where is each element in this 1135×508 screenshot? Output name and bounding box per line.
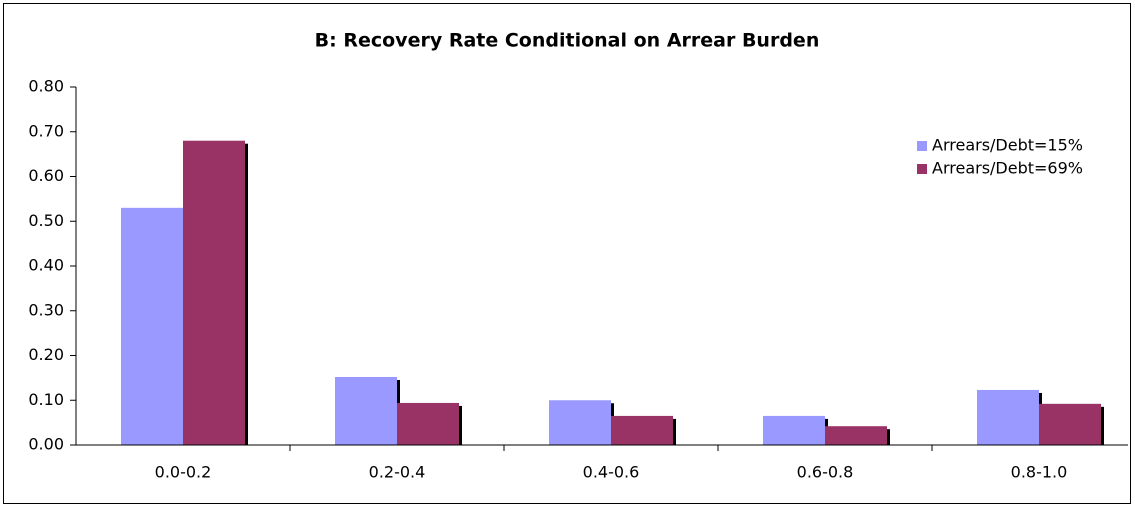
x-tick-label: 0.0-0.2 [155, 463, 212, 482]
x-tick-label: 0.4-0.6 [583, 463, 640, 482]
y-tick-label: 0.10 [28, 390, 64, 409]
bar [977, 389, 1039, 445]
bar [1039, 403, 1101, 445]
legend-label: Arrears/Debt=69% [932, 159, 1083, 178]
bar [763, 415, 825, 445]
bar [121, 207, 183, 445]
bar [335, 376, 397, 445]
legend-swatch [917, 164, 927, 174]
x-tick-label: 0.2-0.4 [369, 463, 426, 482]
y-tick-label: 0.70 [28, 121, 64, 140]
bar [397, 402, 459, 445]
bar [611, 415, 673, 445]
y-tick-label: 0.30 [28, 300, 64, 319]
bar [183, 140, 245, 445]
y-tick-label: 0.50 [28, 211, 64, 230]
chart-title: B: Recovery Rate Conditional on Arrear B… [315, 30, 820, 52]
y-tick-label: 0.00 [28, 435, 64, 454]
y-tick-label: 0.80 [28, 77, 64, 96]
x-tick-label: 0.8-1.0 [1011, 463, 1068, 482]
bar [549, 400, 611, 445]
legend-label: Arrears/Debt=15% [932, 136, 1083, 155]
x-tick-label: 0.6-0.8 [797, 463, 854, 482]
y-tick-label: 0.20 [28, 345, 64, 364]
legend-swatch [917, 141, 927, 151]
y-tick-label: 0.60 [28, 166, 64, 185]
y-tick-label: 0.40 [28, 256, 64, 275]
bar [825, 426, 887, 445]
